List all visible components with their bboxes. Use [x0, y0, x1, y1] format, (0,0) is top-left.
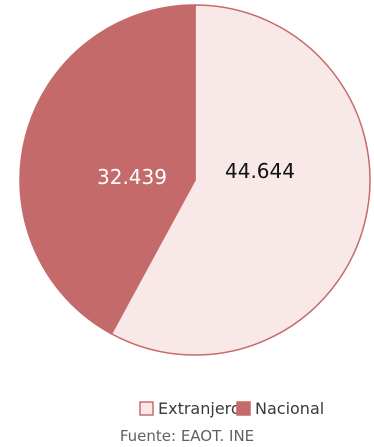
legend: Extranjero Nacional [139, 399, 324, 418]
pie-slice-nacional [19, 4, 196, 335]
source-note: Fuente: EAOT. INE [120, 427, 254, 445]
pie-slice-extranjero [110, 4, 371, 356]
data-label-extranjero: 44.644 [225, 159, 295, 183]
pie-slices [19, 4, 371, 356]
legend-label-extranjero: Extranjero [158, 399, 241, 418]
pie-data-labels: 44.644 32.439 [97, 159, 295, 189]
legend-swatch-extranjero [139, 401, 154, 416]
legend-swatch-nacional [236, 401, 251, 416]
legend-label-nacional: Nacional [255, 399, 324, 418]
data-label-nacional: 32.439 [97, 165, 167, 189]
